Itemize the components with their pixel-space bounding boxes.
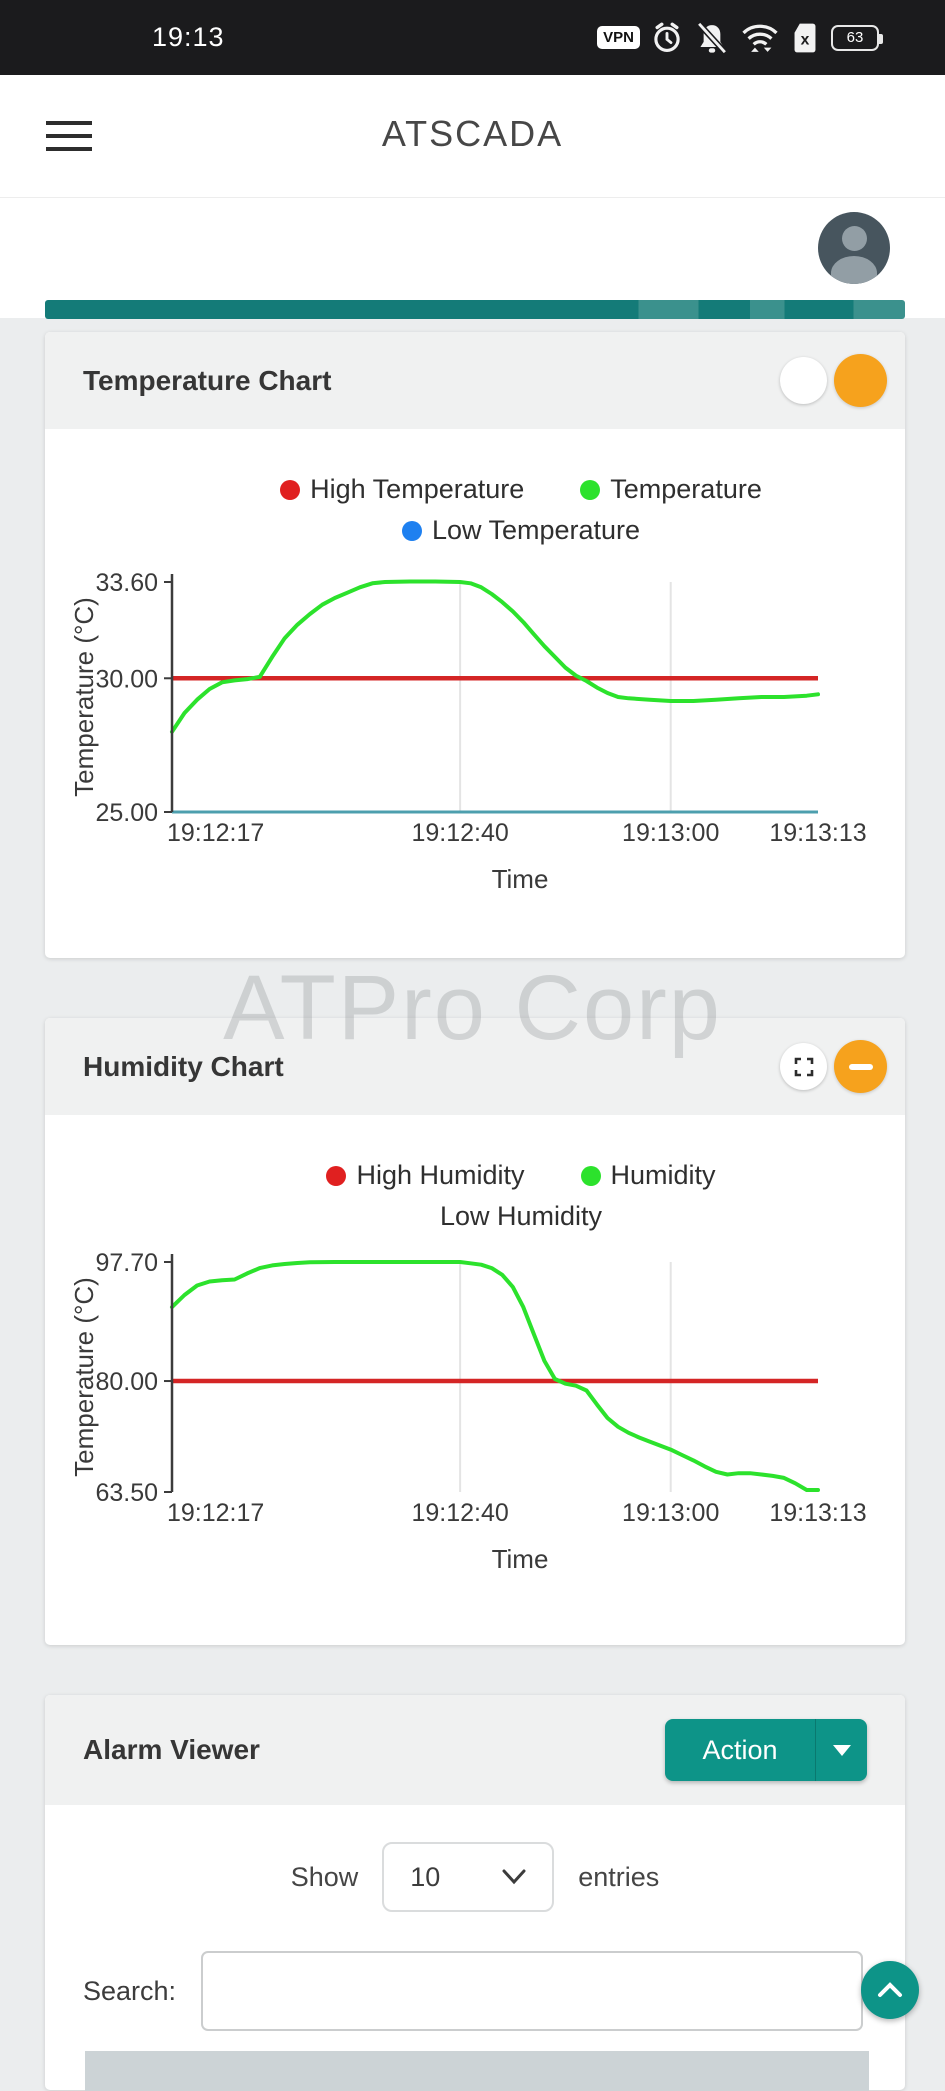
- x-axis-title: Time: [492, 864, 549, 894]
- x-tick-label: 19:13:13: [769, 819, 866, 847]
- collapsed-widget-bar: [45, 300, 905, 319]
- fullscreen-button[interactable]: [780, 1043, 827, 1090]
- alarm-clock-icon: [654, 22, 680, 52]
- search-row: Search:: [83, 1951, 863, 2031]
- scroll-top-button[interactable]: [861, 1961, 919, 2019]
- legend-label: Temperature: [610, 474, 762, 504]
- temperature-chart-card: Temperature Chart High Temperature Temper…: [45, 332, 905, 958]
- avatar[interactable]: [818, 212, 890, 284]
- x-axis-title: Time: [492, 1544, 549, 1574]
- status-bar: 19:13 VPN x 63: [0, 0, 945, 75]
- app-header: ATSCADA: [0, 75, 945, 197]
- legend-dot: [401, 520, 422, 541]
- user-avatar-icon: [842, 226, 867, 251]
- entries-label: entries: [578, 1861, 660, 1892]
- svg-text:x: x: [801, 31, 810, 48]
- temperature-card-header: Temperature Chart: [45, 332, 905, 429]
- y-tick-label: 80.00: [95, 1368, 158, 1396]
- x-tick-label: 19:12:40: [411, 1499, 508, 1527]
- hamburger-menu-button[interactable]: [46, 121, 92, 151]
- legend-item[interactable]: Humidity: [580, 1160, 716, 1191]
- x-tick-label: 19:12:17: [167, 1499, 264, 1527]
- y-tick-label: 30.00: [95, 665, 158, 693]
- y-tick-label: 63.50: [95, 1479, 158, 1507]
- legend-item[interactable]: Temperature: [580, 474, 762, 505]
- search-label: Search:: [83, 1975, 177, 2006]
- search-input[interactable]: [201, 1951, 863, 2031]
- humidity-chart-card: Humidity Chart High Humidity Humidity Low …: [45, 1018, 905, 1645]
- action-button-label[interactable]: Action: [702, 1734, 778, 1765]
- notifications-muted-icon: [696, 21, 728, 54]
- x-tick-label: 19:13:00: [622, 1499, 719, 1527]
- humidity-card-header: Humidity Chart: [45, 1018, 905, 1115]
- legend-item[interactable]: High Temperature: [280, 474, 524, 505]
- legend-dot: [580, 479, 601, 500]
- caret-down-icon: [832, 1744, 851, 1756]
- y-axis-title: Temperature (°C): [69, 1277, 99, 1477]
- alarm-viewer-header: Alarm Viewer Action: [45, 1695, 905, 1805]
- show-label: Show: [290, 1861, 359, 1892]
- alarm-viewer-card: Alarm Viewer Action Show 10 entries Sear…: [45, 1695, 905, 2091]
- alarm-viewer-title: Alarm Viewer: [83, 1734, 260, 1765]
- page-size-value: 10: [410, 1861, 441, 1892]
- legend-label: Low Temperature: [431, 515, 641, 545]
- x-tick-label: 19:13:13: [769, 1499, 866, 1527]
- legend-item[interactable]: Low Humidity: [440, 1201, 602, 1232]
- collapse-button[interactable]: [834, 354, 887, 407]
- sub-header: [0, 197, 945, 318]
- legend-label: High Humidity: [356, 1160, 525, 1190]
- status-time: 19:13: [152, 22, 225, 52]
- x-tick-label: 19:13:00: [622, 819, 719, 847]
- humidity-chart: 97.70 80.00 63.50 19:12:17 19:12:40 19:13:00 1…: [69, 1249, 867, 1574]
- x-tick-label: 19:12:40: [411, 819, 508, 847]
- minus-icon: [848, 1063, 873, 1070]
- legend-label: High Temperature: [310, 474, 525, 504]
- fullscreen-icon: [794, 1057, 813, 1076]
- table-header-placeholder: [85, 2051, 869, 2091]
- action-button[interactable]: Action: [665, 1719, 867, 1781]
- legend-label: Humidity: [610, 1160, 716, 1190]
- series-line: [170, 579, 820, 734]
- page-size-row: Show 10 entries: [45, 1842, 905, 1912]
- page-size-select[interactable]: 10: [382, 1842, 555, 1912]
- x-tick-label: 19:12:17: [167, 819, 264, 847]
- action-dropdown-toggle[interactable]: [815, 1719, 867, 1781]
- y-tick-label: 25.00: [95, 799, 158, 827]
- temperature-legend: High Temperature Temperature Low Temperatu…: [91, 474, 945, 556]
- status-icons: VPN x 63: [597, 21, 883, 55]
- humidity-legend: High Humidity Humidity Low Humidity: [91, 1160, 945, 1242]
- sim-error-icon: x: [794, 23, 816, 52]
- battery-icon: 63: [831, 24, 883, 51]
- expand-button[interactable]: [780, 357, 827, 404]
- series-line: [170, 1260, 820, 1492]
- legend-dot: [280, 479, 301, 500]
- legend-dot: [326, 1165, 347, 1186]
- y-axis-title: Temperature (°C): [69, 597, 99, 797]
- temperature-card-title: Temperature Chart: [83, 364, 332, 396]
- temperature-chart: 33.60 30.00 25.00 19:12:17 19:12:40 19:13:00 1…: [69, 569, 867, 894]
- legend-label: Low Humidity: [439, 1201, 603, 1231]
- y-tick-label: 97.70: [95, 1249, 158, 1277]
- wifi-icon: [742, 24, 778, 52]
- legend-item[interactable]: High Humidity: [326, 1160, 525, 1191]
- app-title: ATSCADA: [381, 113, 564, 154]
- collapse-button[interactable]: [834, 1040, 887, 1093]
- humidity-card-title: Humidity Chart: [83, 1050, 284, 1082]
- chevron-down-icon: [502, 1869, 526, 1885]
- legend-item[interactable]: Low Temperature: [401, 515, 641, 546]
- legend-dot: [580, 1165, 601, 1186]
- chevron-up-icon: [878, 1982, 902, 1997]
- vpn-icon: VPN: [597, 26, 640, 49]
- y-tick-label: 33.60: [95, 569, 158, 597]
- battery-level: 63: [846, 29, 864, 46]
